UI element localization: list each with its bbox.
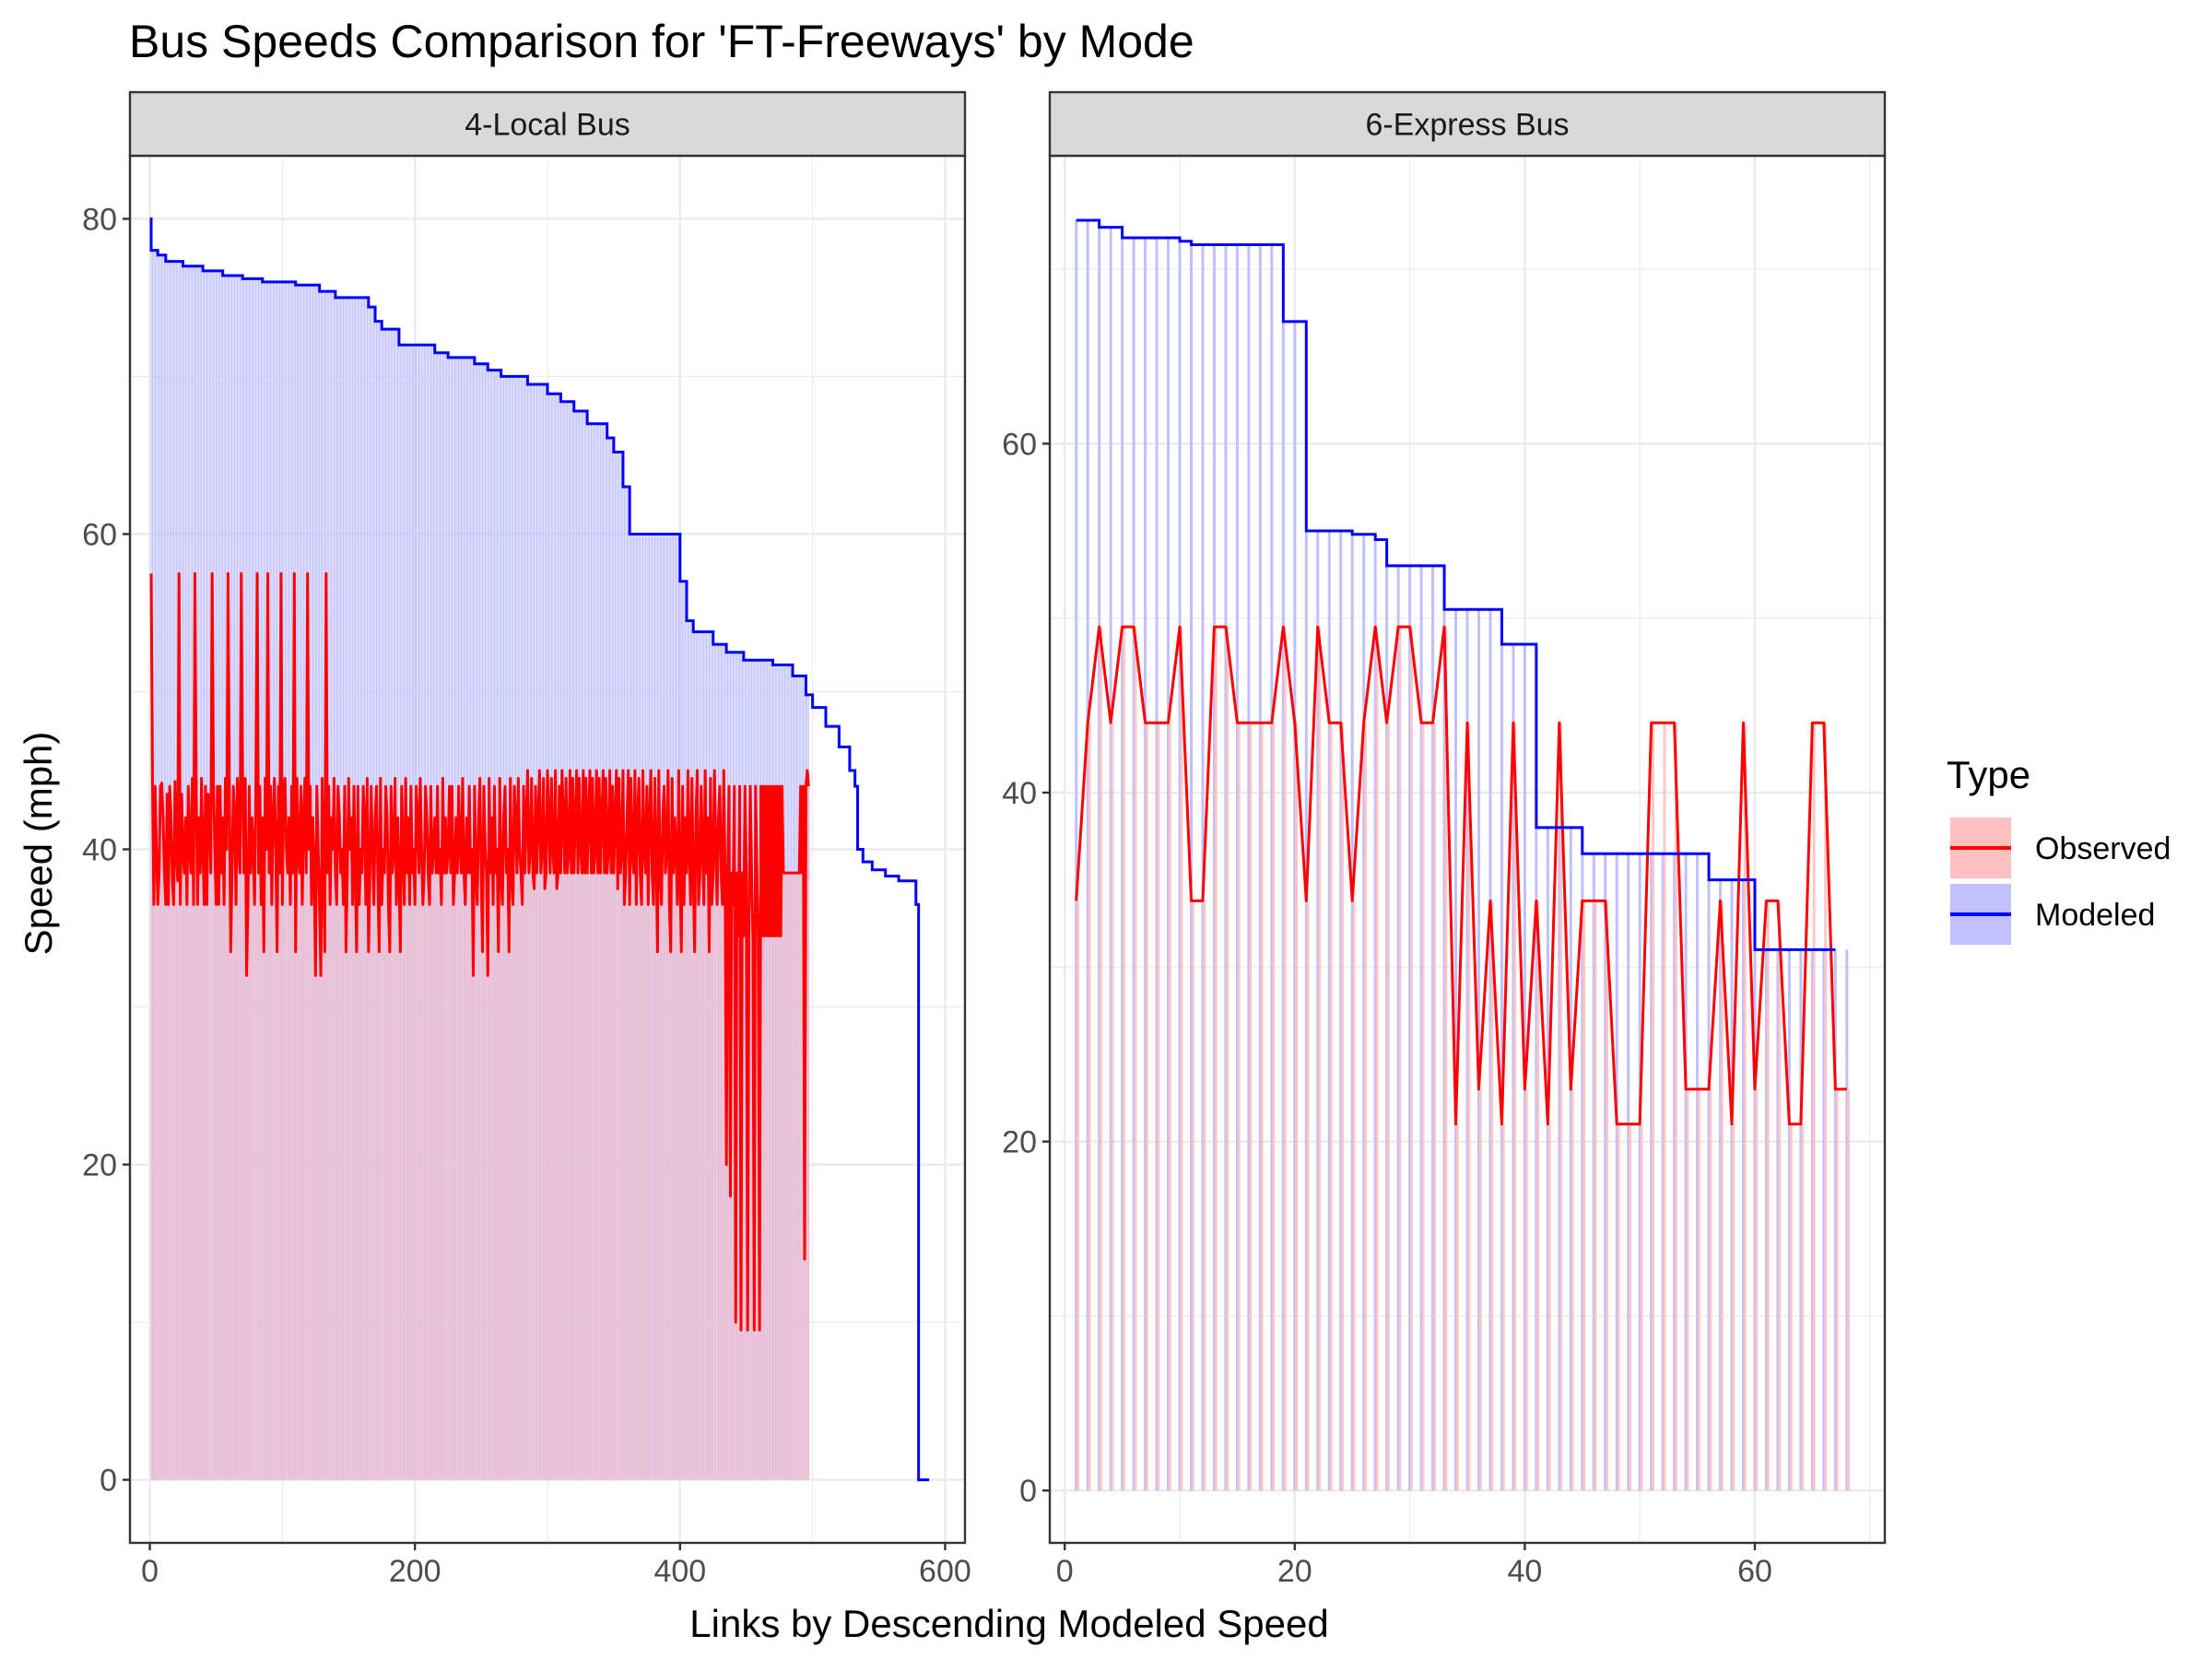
x-tick-label: 200 [389, 1554, 441, 1589]
x-tick-label: 60 [1737, 1554, 1772, 1589]
y-tick-label: 60 [1002, 427, 1037, 462]
bars [1075, 220, 1851, 1491]
y-tick-label: 40 [1002, 776, 1037, 811]
y-tick-label: 20 [82, 1148, 117, 1183]
y-tick-label: 40 [82, 833, 117, 868]
x-axis-title: Links by Descending Modeled Speed [689, 1602, 1328, 1645]
y-tick-label: 0 [1019, 1474, 1037, 1509]
x-tick-label: 20 [1277, 1554, 1312, 1589]
legend-key-modeled [1950, 884, 2011, 945]
x-tick-label: 0 [141, 1554, 159, 1589]
strip-background [128, 90, 967, 158]
legend-title: Type [1947, 753, 2030, 796]
observed-line [1075, 625, 1847, 1126]
legend-key-observed [1950, 818, 2011, 878]
legend-label-modeled: Modeled [2035, 898, 2155, 933]
legend-label-observed: Observed [2035, 831, 2171, 866]
strip-label: 6-Express Bus [1365, 108, 1569, 143]
y-tick-label: 60 [82, 517, 117, 552]
x-tick-label: 600 [919, 1554, 971, 1589]
panel-local-bus: 4-Local Bus 0 200 400 600 0 20 40 60 80 [82, 90, 971, 1589]
strip-label: 4-Local Bus [465, 108, 630, 143]
legend: Type Observed Modeled [1947, 753, 2171, 945]
x-tick-label: 400 [653, 1554, 706, 1589]
y-tick-label: 0 [100, 1464, 117, 1499]
panel-express-bus: 6-Express Bus 0 20 40 60 0 20 40 60 [1002, 90, 1887, 1589]
chart-title: Bus Speeds Comparison for 'FT-Freeways' … [129, 16, 1194, 67]
x-tick-label: 0 [1056, 1554, 1074, 1589]
y-axis-title: Speed (mph) [17, 732, 60, 956]
modeled-line [1076, 218, 1836, 951]
x-tick-label: 40 [1507, 1554, 1542, 1589]
y-tick-label: 80 [82, 202, 117, 237]
modeled-line [149, 217, 930, 1482]
strip-background [1048, 90, 1887, 158]
y-tick-label: 20 [1002, 1125, 1037, 1160]
observed-line [149, 571, 810, 1332]
